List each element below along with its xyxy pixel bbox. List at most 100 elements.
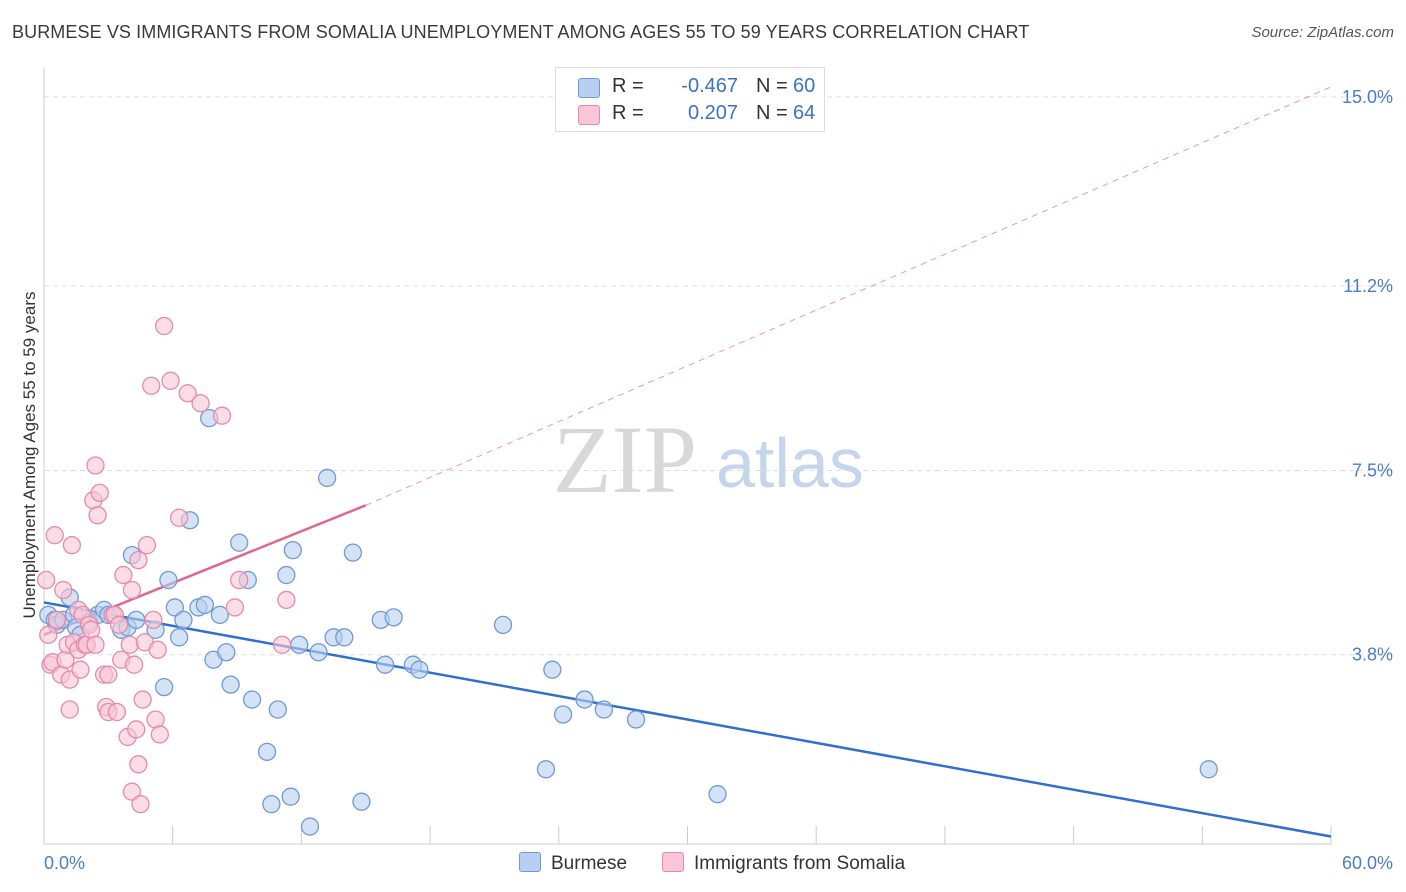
burmese-point [127,610,146,630]
somalia-point [60,700,79,719]
somalia-point [54,580,73,600]
somalia-point [122,782,142,801]
chart-title: BURMESE VS IMMIGRANTS FROM SOMALIA UNEMP… [12,22,1030,42]
somalia-point [212,406,232,425]
burmese-point [262,795,281,814]
x-tick-label: 0.0% [44,853,85,873]
somalia-point [277,590,296,610]
burmese-point [493,615,513,635]
burmese-point [154,677,174,697]
somalia-point [169,508,189,527]
burmese-trend-line [43,601,1332,838]
burmese-point [217,643,236,662]
burmese-point [159,570,178,590]
y-tick-label: 3.8% [1352,645,1393,665]
burmese-swatch [578,78,600,98]
burmese-point [257,742,277,762]
legend-n-label: N = [756,102,788,124]
burmese-point [290,635,309,654]
burmese-point [268,700,287,719]
somalia-point [90,483,109,503]
somalia-point [109,615,129,635]
burmese-point [536,760,556,779]
somalia-point [122,580,142,600]
source-label: Source: ZipAtlas.com [1251,24,1394,41]
burmese-point [1199,760,1218,779]
legend-r-label: R = [612,75,644,97]
burmese-point [165,598,184,617]
x-tick-label: 60.0% [1342,853,1393,873]
somalia-point [62,536,82,555]
somalia-point [114,565,133,585]
somalia-point [88,506,107,525]
somalia-point [225,598,245,617]
burmese-point [283,540,302,560]
burmese-point [300,817,320,836]
bottom-legend-burmese: Burmese [519,852,627,875]
data-points [36,316,1218,836]
burmese-point [708,785,727,804]
somalia-point [272,635,292,654]
somalia-point [150,725,169,744]
somalia-point [45,526,64,545]
burmese-point [242,690,262,709]
tick-labels: 3.8% 7.5% 11.2% 15.0% 0.0% 60.0% [44,87,1393,873]
burmese-point [169,628,189,647]
axes [43,68,1332,845]
somalia-point [129,755,148,774]
bottom-legend-label-burmese: Burmese [551,853,628,874]
burmese-point [221,675,240,694]
somalia-point [86,456,105,475]
somalia-point [131,795,150,814]
legend-n-value-burmese: 60 [793,75,816,97]
burmese-point [174,610,193,630]
somalia-point [71,660,90,679]
burmese-point [575,690,594,709]
watermark: ZIP atlas [553,406,864,513]
burmese-point [384,608,403,627]
somalia-point [99,665,118,684]
burmese-point [230,533,249,552]
burmese-point [553,705,573,724]
legend: R = -0.467 N = 60 R = 0.207 N = 64 [555,67,825,132]
somalia-point [230,570,249,590]
watermark-atlas: atlas [716,424,864,502]
burmese-point [543,660,562,679]
bottom-legend-label-somalia: Immigrants from Somalia [694,853,906,874]
legend-r-value-somalia: 0.207 [682,102,738,124]
y-tick-label: 7.5% [1352,460,1393,480]
burmese-point [410,660,429,679]
burmese-point [281,787,300,806]
burmese-point [309,643,328,662]
burmese-point [277,565,296,585]
somalia-point [120,635,139,654]
burmese-swatch [519,852,541,872]
y-tick-label: 15.0% [1342,87,1393,107]
somalia-point [127,720,146,739]
somalia-point [148,640,167,659]
somalia-point [133,690,152,709]
somalia-point [137,536,157,555]
somalia-point [39,625,58,644]
burmese-point [195,595,215,615]
somalia-point [191,394,210,413]
burmese-point [352,792,371,811]
burmese-point [343,543,363,562]
somalia-swatch [662,852,684,872]
somalia-point [129,550,148,570]
somalia-point [86,635,105,654]
somalia-point [161,371,180,390]
legend-n-value-somalia: 64 [793,102,816,124]
somalia-point [107,702,127,722]
burmese-point [335,628,354,647]
burmese-point [626,710,646,729]
somalia-point [47,610,67,630]
bottom-legend-somalia: Immigrants from Somalia [662,852,905,875]
watermark-zip: ZIP [553,406,697,513]
burmese-point [594,700,613,719]
legend-r-value-burmese: -0.467 [681,75,738,97]
legend-n-label: N = [756,75,788,97]
somalia-point [124,655,144,674]
y-tick-label: 11.2% [1343,276,1393,296]
